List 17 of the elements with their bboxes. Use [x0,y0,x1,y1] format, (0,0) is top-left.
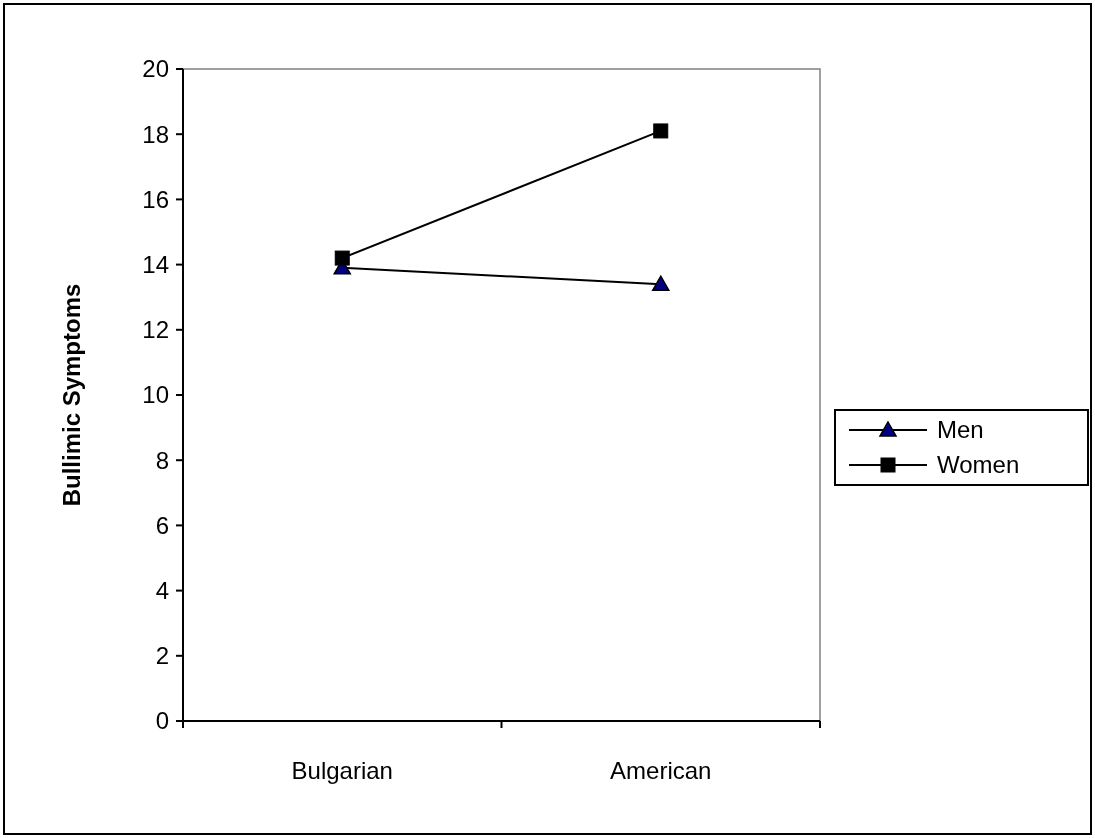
y-tick-label: 18 [142,120,169,148]
y-tick-label: 10 [142,381,169,409]
y-tick-label: 6 [155,511,169,539]
x-tick-label: Bulgarian [291,757,393,784]
y-tick-label: 16 [142,185,169,213]
x-tick-label: American [610,757,712,784]
point [653,123,669,139]
y-axis-title: Bullimic Symptoms [58,283,85,507]
legend-label: Men [937,416,984,444]
y-tick-label: 2 [155,642,169,670]
y-tick-label: 12 [142,316,169,344]
y-tick-label: 8 [155,446,169,474]
y-tick-label: 20 [142,55,169,83]
y-tick-label: 4 [155,577,169,604]
y-tick-label: 0 [155,707,169,735]
legend-label: Women [937,451,1020,479]
y-tick-label: 14 [142,251,169,278]
